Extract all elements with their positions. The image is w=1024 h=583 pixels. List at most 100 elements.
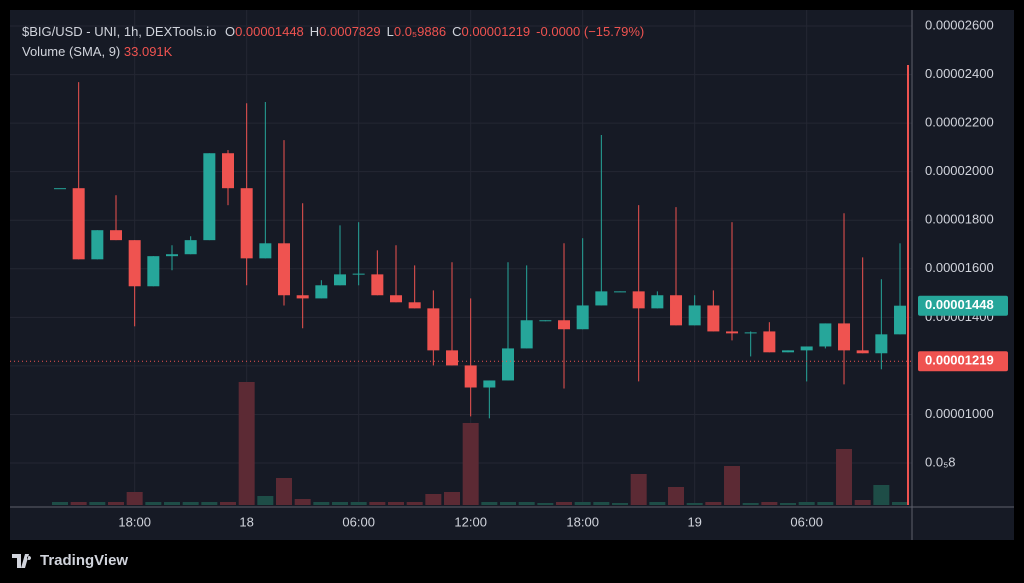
candle-body	[856, 350, 869, 354]
volume-bar	[332, 502, 349, 505]
candle-body	[688, 305, 701, 326]
x-tick-label: 18:00	[118, 514, 151, 529]
volume-bar	[593, 502, 610, 505]
candle-body	[576, 305, 589, 330]
volume-bar	[257, 496, 274, 505]
x-tick-label: 12:00	[454, 514, 487, 529]
volume-bar	[108, 502, 125, 505]
legend-symbol: $BIG/USD - UNI, 1h, DEXTools.io	[22, 24, 217, 39]
marks-layer	[10, 82, 912, 505]
x-tick-label: 18:00	[566, 514, 599, 529]
candle-body	[352, 273, 365, 275]
volume-bar	[238, 382, 255, 505]
x-tick-label: 19	[687, 514, 701, 529]
candle-body	[502, 348, 515, 381]
candle-body	[446, 350, 459, 366]
price-label-box	[918, 295, 1008, 316]
legend-key: O	[224, 24, 236, 39]
chart-background	[10, 10, 1014, 540]
candle-body	[744, 332, 757, 334]
legend-key: H	[309, 24, 320, 39]
candle-body	[72, 188, 85, 260]
legend-change: -0.0000 (−15.79%)	[536, 24, 645, 39]
volume-bar	[537, 503, 554, 505]
volume-bar	[798, 502, 815, 505]
y-tick-label: 0.00001800	[925, 212, 994, 227]
y-tick-label: 0.00001600	[925, 260, 994, 275]
candle-body	[203, 153, 216, 241]
candle-body	[670, 295, 683, 326]
volume-bar	[481, 502, 498, 505]
legend-value: 0.00001448	[235, 24, 304, 39]
legend: $BIG/USD - UNI, 1h, DEXTools.io O0.00001…	[22, 22, 644, 62]
volume-bar	[52, 502, 68, 505]
y-tick-label: 0.0₅8	[925, 454, 956, 469]
volume-bar	[313, 502, 330, 505]
brand-logo	[12, 553, 32, 568]
volume-bar	[164, 502, 181, 505]
volume-bar	[836, 449, 853, 505]
volume-bar	[406, 502, 423, 505]
candle-body	[539, 320, 552, 322]
volume-bar	[276, 478, 293, 505]
volume-bar	[462, 423, 479, 505]
candle-body	[128, 240, 141, 287]
candle-body	[296, 295, 309, 299]
volume-bar	[649, 502, 666, 505]
volume-bar	[705, 502, 722, 505]
volume-bar	[444, 492, 461, 505]
y-tick-label: 0.00002400	[925, 66, 994, 81]
volume-bar	[518, 502, 535, 505]
x-tick-label: 06:00	[790, 514, 823, 529]
candle-body	[819, 323, 832, 347]
volume-bar	[556, 502, 573, 505]
volume-bar	[724, 466, 741, 505]
volume-bar	[369, 502, 386, 505]
volume-bar	[668, 487, 685, 505]
candle-body	[110, 230, 123, 241]
brand-name: TradingView	[40, 552, 129, 569]
candle-body	[838, 323, 851, 351]
candle-body	[894, 305, 907, 335]
x-tick-label: 18	[239, 514, 253, 529]
candle-body	[278, 243, 291, 296]
y-tick-label: 0.00002600	[925, 17, 994, 32]
price-label-box	[918, 351, 1008, 372]
candle-body	[91, 230, 104, 260]
legend-row: Volume (SMA, 9) 33.091K	[22, 42, 644, 62]
volume-bar	[612, 503, 629, 505]
candle-body	[558, 320, 571, 330]
candle-body	[707, 305, 720, 332]
price-label: 0.00001448	[925, 297, 994, 312]
candle-body	[390, 295, 403, 303]
volume-bar	[630, 474, 647, 505]
volume-bar	[500, 502, 517, 505]
volume-bar	[873, 485, 890, 505]
volume-bar	[854, 500, 871, 505]
candle-body	[166, 254, 179, 257]
legend-key: L	[386, 24, 394, 39]
volume-bar	[780, 503, 797, 505]
candle-body	[408, 302, 421, 309]
candle-body	[875, 334, 888, 354]
candle-body	[651, 295, 664, 309]
price-axis-panel	[913, 10, 1014, 507]
volume-bar	[761, 502, 778, 505]
volume-bar	[574, 502, 591, 505]
candle-body	[54, 188, 66, 190]
volume-bar	[817, 502, 834, 505]
volume-bar	[89, 502, 106, 505]
candle-body	[595, 291, 608, 306]
candle-body	[334, 274, 347, 286]
price-label: 0.00001219	[925, 353, 994, 368]
volume-bar	[145, 502, 162, 505]
candle-body	[464, 365, 477, 388]
legend-value: 0.0007829	[319, 24, 381, 39]
candle-body	[632, 291, 645, 309]
volume-bar	[201, 502, 218, 505]
legend-value: 0.0₅9886	[393, 24, 447, 39]
volume-label: Volume (SMA, 9)	[22, 44, 121, 59]
candle-body	[240, 188, 253, 259]
